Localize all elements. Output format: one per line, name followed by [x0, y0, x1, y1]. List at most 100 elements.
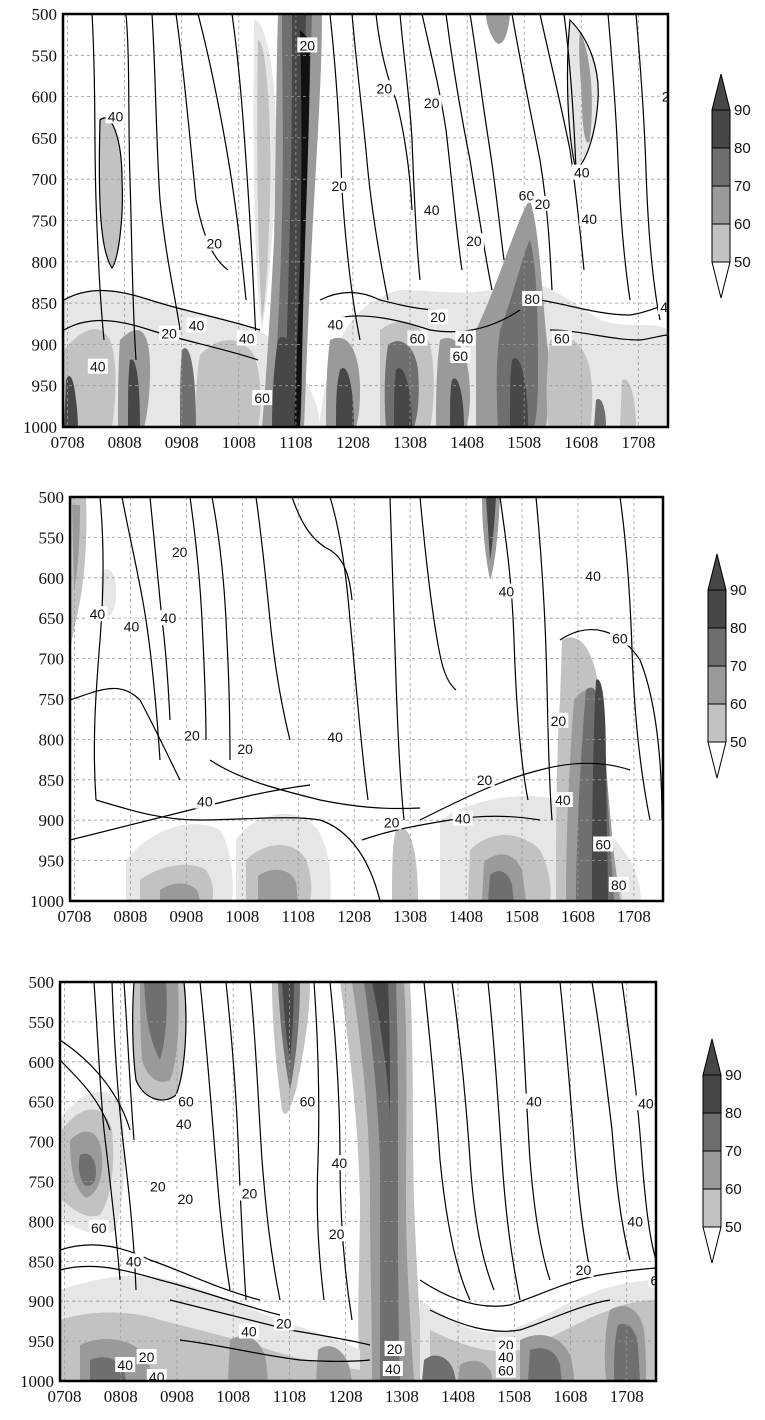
legend-label: 80 — [725, 1105, 742, 1122]
svg-text:40: 40 — [176, 1116, 192, 1132]
y-tick-label: 600 — [29, 1053, 55, 1072]
legend-swatch — [711, 147, 731, 187]
svg-text:60: 60 — [498, 1363, 514, 1379]
svg-text:20: 20 — [299, 37, 315, 53]
legend-swatch — [702, 1150, 722, 1190]
contour-label: 40 — [523, 1093, 544, 1110]
svg-text:40: 40 — [327, 729, 343, 745]
svg-text:20: 20 — [377, 80, 393, 96]
contour-label: 40 — [238, 1323, 259, 1340]
legend-label: 50 — [734, 254, 751, 271]
contour-label: 60 — [495, 1362, 516, 1379]
contour-label: 40 — [583, 568, 604, 584]
x-tick-label: 0708 — [51, 433, 85, 452]
contour-label: 40 — [496, 583, 517, 600]
svg-text:20: 20 — [139, 1349, 155, 1365]
svg-text:20: 20 — [576, 1262, 592, 1278]
y-axis-ticks: 500 550 600 650 700 750 800 850 900 950 1000 — [30, 488, 64, 911]
contour-label: 60 — [551, 330, 572, 347]
legend-swatch — [707, 665, 727, 705]
contour-label: 40 — [658, 299, 668, 315]
svg-text:60: 60 — [254, 390, 270, 406]
x-tick-label: 1708 — [610, 1387, 644, 1406]
svg-text:20: 20 — [387, 1341, 403, 1357]
contour-label: 20 — [159, 325, 180, 342]
legend-label: 80 — [730, 620, 747, 637]
x-axis-ticks: 0708 0808 0908 1008 1108 1208 1308 1408 1508 1608… — [57, 907, 650, 926]
legend-label: 90 — [725, 1067, 742, 1084]
contour-label: 20 — [136, 1349, 157, 1365]
x-tick-label: 1008 — [222, 433, 256, 452]
legend-label: 70 — [725, 1143, 742, 1160]
contour-label: 40 — [173, 1116, 194, 1132]
contour-label: 40 — [121, 618, 142, 634]
contour-label: 20 — [326, 1226, 347, 1242]
legend: 90 80 70 60 50 — [707, 553, 747, 779]
contour-label: 20 — [573, 1262, 594, 1278]
plot-frame — [58, 980, 658, 1383]
legend-label: 80 — [734, 140, 751, 157]
svg-text:40: 40 — [327, 317, 343, 333]
y-tick-label: 600 — [32, 88, 58, 107]
svg-text:60: 60 — [519, 188, 535, 204]
svg-text:20: 20 — [384, 815, 400, 831]
x-tick-label: 1408 — [450, 433, 484, 452]
legend-label: 50 — [725, 1219, 742, 1236]
legend-label: 60 — [725, 1181, 742, 1198]
y-tick-label: 800 — [39, 730, 65, 749]
svg-text:40: 40 — [581, 211, 597, 227]
x-tick-label: 0708 — [57, 907, 91, 926]
svg-text:20: 20 — [331, 178, 347, 194]
x-tick-label: 0808 — [104, 1387, 138, 1406]
svg-text:20: 20 — [535, 196, 551, 212]
contour-label: 20 — [474, 771, 495, 788]
x-tick-label: 0908 — [169, 907, 203, 926]
y-tick-label: 950 — [39, 852, 65, 871]
svg-text:20: 20 — [237, 741, 253, 757]
contour-label: 60 — [593, 836, 614, 852]
svg-text:20: 20 — [242, 1185, 258, 1201]
contour-label: 40 — [115, 1357, 136, 1373]
y-tick-label: 700 — [32, 170, 58, 189]
y-tick-label: 850 — [32, 294, 58, 313]
legend-swatch — [707, 627, 727, 667]
svg-text:20: 20 — [329, 1226, 345, 1242]
contour-label: 60 — [450, 347, 471, 364]
legend-swatch — [702, 1112, 722, 1152]
svg-text:40: 40 — [574, 165, 590, 181]
y-tick-label: 550 — [39, 528, 65, 547]
x-tick-label: 1108 — [279, 433, 312, 452]
contour-label: 20 — [374, 80, 395, 96]
contour-label: 40 — [382, 1361, 403, 1377]
contour-label: 40 — [625, 1213, 646, 1229]
y-tick-label: 650 — [39, 609, 65, 628]
contour-label: 60 — [516, 187, 537, 204]
x-tick-label: 1708 — [621, 433, 655, 452]
svg-text:40: 40 — [385, 1361, 401, 1377]
x-tick-label: 1308 — [385, 1387, 419, 1406]
legend-swatch — [711, 109, 731, 149]
svg-text:40: 40 — [638, 1095, 654, 1111]
svg-text:40: 40 — [149, 1369, 165, 1385]
contour-label: 20 — [181, 727, 202, 743]
contour-label: 40 — [87, 358, 108, 375]
y-tick-label: 500 — [32, 5, 58, 24]
x-tick-label: 1608 — [561, 907, 595, 926]
legend-swatch — [707, 703, 727, 743]
y-tick-label: 950 — [32, 377, 58, 396]
svg-text:20: 20 — [551, 713, 567, 729]
y-tick-label: 900 — [39, 811, 65, 830]
legend-swatch — [711, 185, 731, 225]
contour-label: 60 — [175, 1093, 196, 1110]
svg-text:60: 60 — [300, 1094, 316, 1110]
x-tick-label: 1408 — [441, 1387, 475, 1406]
x-tick-label: 1408 — [449, 907, 483, 926]
svg-text:20: 20 — [430, 309, 446, 325]
svg-text:80: 80 — [524, 291, 540, 307]
svg-text:40: 40 — [458, 331, 474, 347]
y-tick-label: 1000 — [30, 892, 64, 911]
contour-label: 40 — [552, 792, 573, 808]
svg-text:40: 40 — [498, 1349, 514, 1365]
